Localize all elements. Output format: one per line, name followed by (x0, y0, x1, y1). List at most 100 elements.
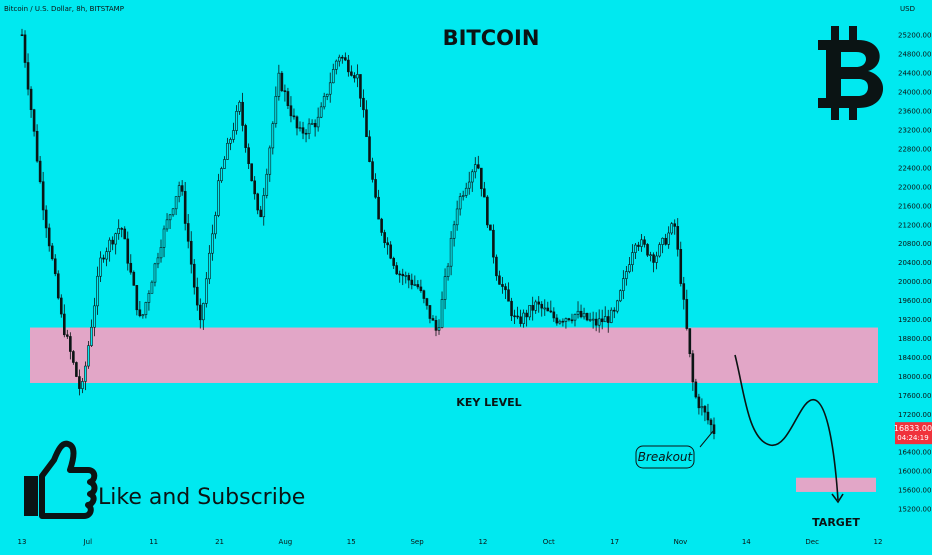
candle-body (347, 59, 350, 73)
candle-body (256, 193, 260, 211)
candle-body (156, 257, 160, 265)
candle-body (20, 34, 24, 37)
candle-body (153, 263, 157, 283)
candle-body (401, 273, 405, 277)
candle-body (380, 218, 383, 233)
candle-body (643, 239, 646, 245)
candle-body (69, 336, 72, 352)
candle-body (217, 180, 220, 216)
candle-body (189, 240, 193, 265)
candle-body (259, 209, 263, 218)
candle-body (452, 224, 456, 239)
candle-body (706, 411, 710, 421)
candle-body (410, 279, 414, 286)
candle-body (292, 115, 296, 118)
candle-body (655, 255, 658, 263)
candle-body (123, 228, 127, 240)
candle-body (84, 365, 87, 382)
candle-body (597, 318, 601, 326)
candle-body (362, 97, 365, 111)
x-tick-label: Jul (83, 538, 93, 546)
candle-body (368, 136, 371, 162)
candle-body (519, 316, 522, 324)
candle-body (543, 307, 547, 310)
candle-body (253, 180, 256, 195)
candle-body (389, 244, 392, 259)
time-axis: 13 Jul 11 21 Aug 15 Sep 12 Oct 17 Nov 14 Dec 12 (18, 538, 883, 546)
candle-body (328, 82, 332, 95)
candle-body (664, 237, 667, 245)
candle-body (26, 62, 30, 90)
y-tick-label: 15200.00 (898, 506, 931, 514)
candle-body (53, 258, 57, 275)
y-tick-label: 19600.00 (898, 297, 931, 305)
candle-body (464, 187, 468, 196)
candle-body (232, 130, 235, 140)
candle-body (606, 316, 610, 323)
candle-body (23, 34, 27, 63)
candle-body (50, 245, 54, 260)
candle-body (473, 164, 477, 173)
candle-body (129, 262, 133, 273)
candle-body (609, 309, 613, 323)
key-level-zone (30, 327, 878, 383)
candle-body (712, 424, 716, 435)
candle-body (576, 310, 580, 315)
y-tick-label: 23200.00 (898, 126, 931, 134)
candle-body (174, 196, 178, 210)
candle-body (344, 57, 347, 61)
breakout-pointer (699, 429, 715, 448)
thumbs-up-icon (24, 440, 98, 519)
candle-body (567, 318, 571, 321)
candle-body (476, 164, 480, 169)
candle-body (685, 299, 689, 329)
candle-body (111, 239, 114, 245)
candle-body (537, 301, 541, 305)
candle-body (383, 232, 386, 244)
candle-body (168, 214, 172, 221)
candle-body (220, 168, 223, 182)
candle-body (93, 305, 96, 328)
x-tick-label: Oct (543, 538, 555, 546)
candle-body (455, 208, 459, 226)
candle-body (226, 142, 229, 160)
candle-body (661, 237, 664, 245)
candle-body (162, 228, 166, 248)
candle-body (588, 319, 592, 321)
y-tick-label: 20400.00 (898, 259, 931, 267)
candle-body (628, 264, 631, 272)
candle-body (404, 275, 408, 277)
candle-body (47, 227, 51, 247)
candle-body (325, 93, 329, 97)
candle-body (591, 318, 595, 321)
candle-body (41, 181, 45, 211)
candle-body (238, 101, 241, 112)
candle-body (38, 160, 42, 183)
candle-body (165, 219, 169, 230)
y-tick-label: 23600.00 (898, 108, 931, 116)
candle-body (334, 60, 338, 70)
candle-body (374, 179, 377, 198)
candle-body (29, 88, 33, 110)
candle-body (534, 301, 538, 311)
current-price-value: 16833.00 (894, 424, 932, 433)
candle-body (295, 116, 299, 129)
candle-body (443, 276, 447, 300)
candle-body (271, 123, 275, 149)
x-tick-label: 13 (18, 538, 27, 546)
candle-body (198, 304, 202, 321)
candle-body (495, 256, 498, 277)
price-badge-background (895, 422, 932, 445)
candle-body (353, 75, 356, 79)
y-tick-label: 20000.00 (898, 278, 931, 286)
candle-body (637, 244, 640, 247)
candle-body (679, 249, 683, 284)
candle-body (703, 406, 707, 413)
candle-body (235, 111, 238, 131)
candle-body (35, 130, 39, 162)
candle-body (195, 286, 199, 306)
current-price-badge: 16833.00 04:24:19 (894, 422, 932, 445)
candle-body (81, 381, 84, 389)
candle-body (652, 254, 655, 263)
candle-body (241, 101, 244, 126)
